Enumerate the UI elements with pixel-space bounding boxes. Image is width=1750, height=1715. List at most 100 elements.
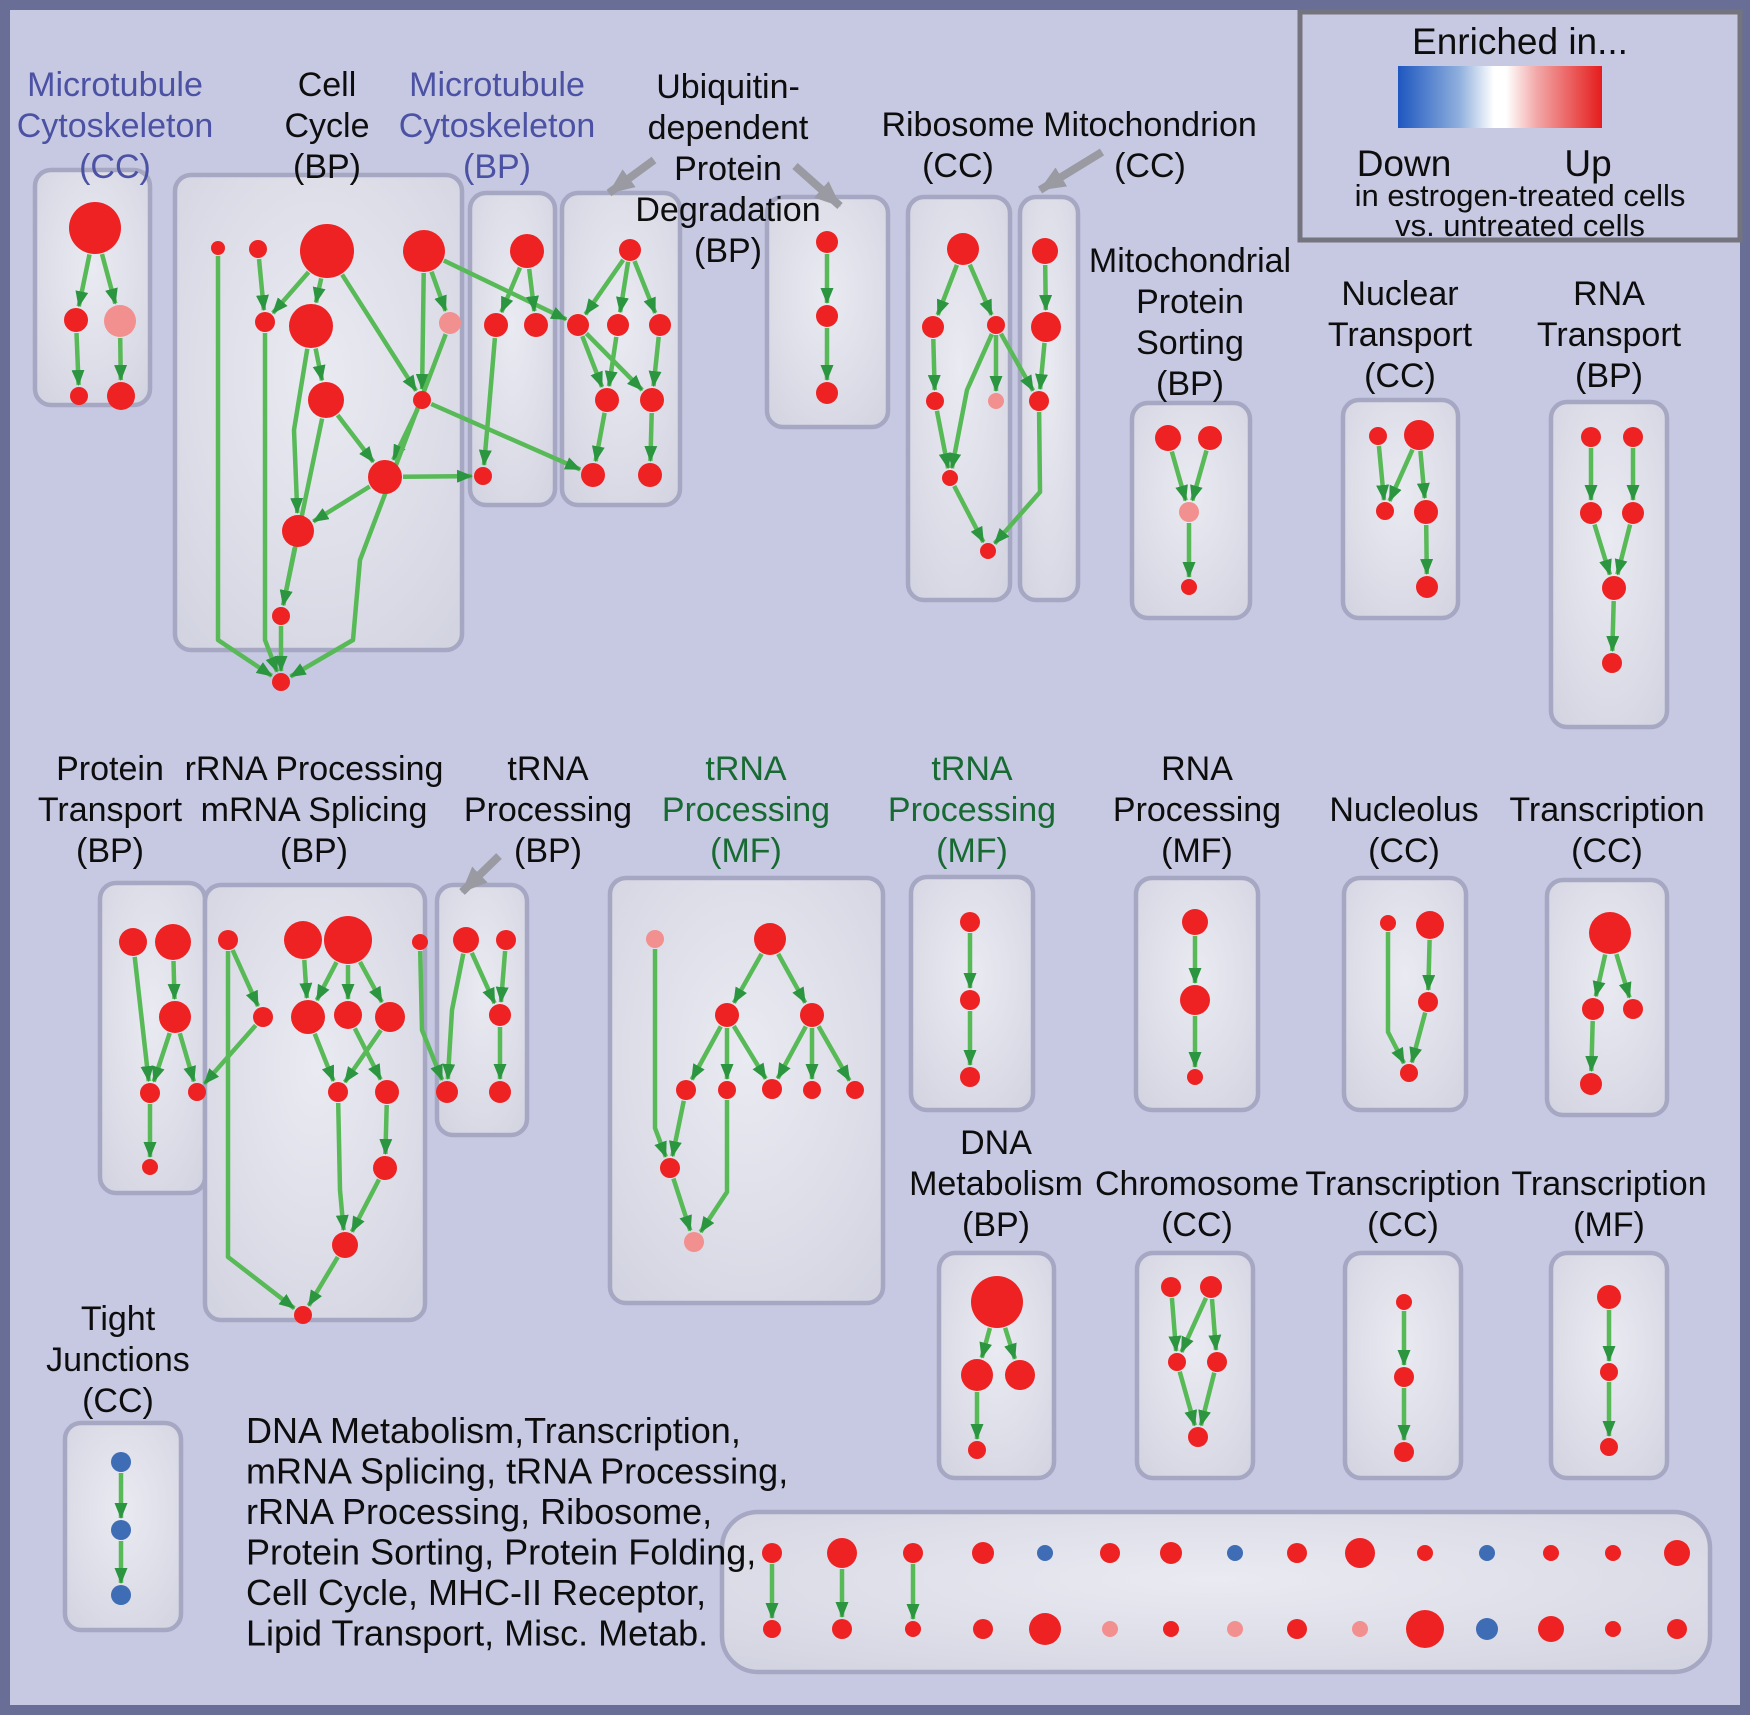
edge-arrow xyxy=(948,333,994,470)
edge-arrow xyxy=(1614,953,1632,999)
go-term-node xyxy=(988,393,1004,409)
go-term-node xyxy=(1396,1294,1412,1310)
cluster-label-dna-metabolism: Metabolism xyxy=(909,1165,1083,1203)
edge-arrow xyxy=(167,960,181,1000)
edge-arrow xyxy=(998,332,1036,392)
edge-arrow xyxy=(580,335,605,388)
edge-arrow xyxy=(402,469,473,483)
edge-arrow xyxy=(1190,449,1209,502)
go-term-node xyxy=(1543,1545,1559,1561)
go-term-node xyxy=(1100,1543,1120,1563)
edge-arrow xyxy=(979,1327,993,1359)
go-term-node xyxy=(1406,1610,1444,1648)
annotation-arrow xyxy=(1037,148,1105,194)
go-term-node xyxy=(140,1083,160,1103)
edge-arrow xyxy=(495,950,509,1003)
go-term-node xyxy=(489,1081,511,1103)
edge-arrow xyxy=(262,333,280,673)
go-term-node xyxy=(1032,238,1058,264)
go-term-node xyxy=(1538,1616,1564,1642)
go-term-node xyxy=(1417,1545,1433,1561)
go-term-node xyxy=(684,1232,704,1252)
go-term-node xyxy=(762,1079,782,1099)
go-term-node xyxy=(1163,1621,1179,1637)
go-term-node xyxy=(1602,576,1626,600)
go-term-node xyxy=(1227,1621,1243,1637)
go-term-node xyxy=(375,1002,405,1032)
edge-arrow xyxy=(312,348,326,382)
edge-arrow xyxy=(648,336,662,388)
cluster-label-microtubule-bp: Microtubule xyxy=(409,66,585,104)
go-term-node xyxy=(1623,999,1643,1019)
go-term-node xyxy=(1580,502,1602,524)
edge-arrow xyxy=(1179,1296,1209,1353)
cluster-box-chromosome xyxy=(1134,1250,1256,1481)
edge-arrow xyxy=(1208,1298,1222,1351)
cluster-label-microtubule-cc: Microtubule xyxy=(27,66,203,104)
go-term-node xyxy=(1605,1545,1621,1561)
edge-arrow xyxy=(1168,1297,1182,1352)
go-term-node xyxy=(903,1543,923,1563)
edge-arrow xyxy=(279,547,297,607)
edge-arrow xyxy=(1035,342,1048,391)
go-term-node xyxy=(676,1080,696,1100)
edge-arrow xyxy=(671,1177,693,1232)
edge-arrow xyxy=(202,1023,258,1086)
cluster-label-ubiquitin: Ubiquitin- xyxy=(656,68,800,106)
cluster-box-ubiq-1 xyxy=(559,190,683,508)
edge-arrow xyxy=(1592,954,1608,998)
edge-arrow xyxy=(299,959,313,999)
go-term-node xyxy=(973,1619,993,1639)
cluster-label-ribosome: Ribosome xyxy=(881,106,1034,144)
go-term-node xyxy=(1345,1538,1375,1568)
cluster-label-ribosome: (CC) xyxy=(922,147,994,185)
edge-arrow xyxy=(1198,1372,1217,1427)
edge-arrow xyxy=(927,338,941,391)
cluster-label-mito-sorting: Mitochondrial xyxy=(1089,242,1291,280)
edge-arrow xyxy=(1177,1370,1198,1427)
go-term-node xyxy=(816,231,838,253)
go-term-node xyxy=(111,1585,131,1605)
cluster-label-rna-processing-mf: Processing xyxy=(1113,791,1281,829)
edge-arrow xyxy=(652,949,668,1158)
edge-arrow xyxy=(478,337,498,466)
cluster-box-mt-bp xyxy=(467,190,558,508)
go-term-node xyxy=(1155,425,1181,451)
cluster-label-tight-junctions: (CC) xyxy=(82,1382,154,1420)
edge-arrow xyxy=(935,264,960,316)
edge-arrow xyxy=(669,1100,687,1158)
go-term-node xyxy=(1582,998,1604,1020)
cluster-label-protein-transport: (BP) xyxy=(76,832,144,870)
edge-arrow xyxy=(616,261,631,314)
edge-arrow xyxy=(591,412,607,463)
go-term-node xyxy=(211,241,225,255)
go-term-node xyxy=(1168,1353,1186,1371)
go-term-node xyxy=(1394,1442,1414,1462)
go-term-node xyxy=(155,924,191,960)
go-term-node xyxy=(291,1000,325,1034)
go-term-node xyxy=(619,239,641,261)
cluster-label-tight-junctions: Junctions xyxy=(46,1341,190,1379)
go-term-node xyxy=(1600,1363,1618,1381)
go-term-node xyxy=(1287,1543,1307,1563)
misc-text-line: Cell Cycle, MHC-II Receptor, xyxy=(246,1572,706,1613)
cluster-label-trna-bp: (BP) xyxy=(514,832,582,870)
edge-arrow xyxy=(644,412,658,462)
cluster-label-cell-cycle: Cell xyxy=(298,66,357,104)
go-term-node xyxy=(1605,1621,1621,1637)
cluster-label-nuclear-transport: Transport xyxy=(1328,316,1473,354)
edge-arrow xyxy=(415,272,429,390)
go-term-node xyxy=(1418,992,1438,1012)
go-term-node xyxy=(762,1543,782,1563)
cluster-label-mitochondrion: (CC) xyxy=(1114,147,1186,185)
edge-arrow xyxy=(349,1178,381,1233)
edge-arrow xyxy=(271,270,311,315)
edge-arrow xyxy=(75,253,92,308)
cluster-label-chromosome: (CC) xyxy=(1161,1206,1233,1244)
go-term-node xyxy=(69,202,121,254)
cluster-label-rrna-processing: rRNA Processing xyxy=(185,750,444,788)
go-term-node xyxy=(972,1542,994,1564)
cluster-label-trna-mf-1: (MF) xyxy=(710,832,782,870)
edge-arrow xyxy=(698,1100,730,1234)
edge-arrow xyxy=(1422,939,1436,991)
